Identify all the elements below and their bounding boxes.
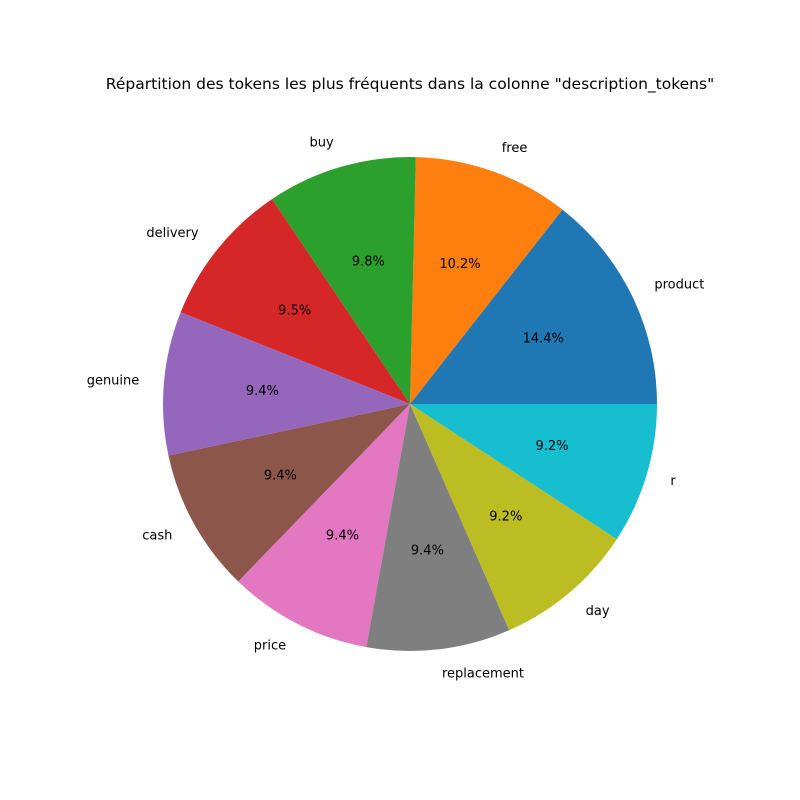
slice-labels: product free buy delivery genuine cash price re… (87, 136, 705, 682)
slice-label-genuine: genuine (87, 373, 140, 388)
slice-label-day: day (586, 604, 610, 619)
slice-label-delivery: delivery (146, 226, 199, 241)
pie-slice-replacement (366, 404, 510, 651)
percent-label-free: 10.2% (439, 257, 480, 272)
pie-slice-product (410, 209, 657, 404)
percent-label-r: 9.2% (536, 439, 569, 454)
percent-label-replacement: 9.4% (411, 544, 444, 559)
slice-label-price: price (254, 638, 286, 653)
percent-label-cash: 9.4% (264, 468, 297, 483)
pie-slice-buy (272, 156, 416, 404)
pie-slices (162, 156, 657, 651)
pie-slice-price (238, 404, 410, 648)
pie-slice-day (410, 404, 617, 631)
percent-label-day: 9.2% (489, 510, 522, 525)
pie-slice-r (410, 404, 657, 540)
slice-label-buy: buy (310, 136, 334, 151)
pie-slice-cash (168, 404, 410, 582)
pie-slice-genuine (162, 312, 410, 456)
slice-label-free: free (502, 141, 528, 156)
percent-labels: 14.4% 10.2% 9.8% 9.5% 9.4% 9.4% 9.4% 9.4% 9.2% 9.… (246, 254, 569, 558)
pie-slice-free (410, 157, 563, 404)
chart-title: Répartition des tokens les plus fréquent… (106, 75, 714, 94)
pie-slice-delivery (180, 199, 410, 404)
slice-label-replacement: replacement (442, 666, 524, 681)
percent-label-price: 9.4% (326, 528, 359, 543)
percent-label-genuine: 9.4% (246, 384, 279, 399)
percent-label-product: 14.4% (523, 332, 564, 347)
percent-label-buy: 9.8% (352, 254, 385, 269)
slice-label-product: product (654, 278, 704, 293)
slice-label-cash: cash (142, 528, 172, 543)
slice-label-r: r (670, 474, 676, 489)
percent-label-delivery: 9.5% (278, 303, 311, 318)
